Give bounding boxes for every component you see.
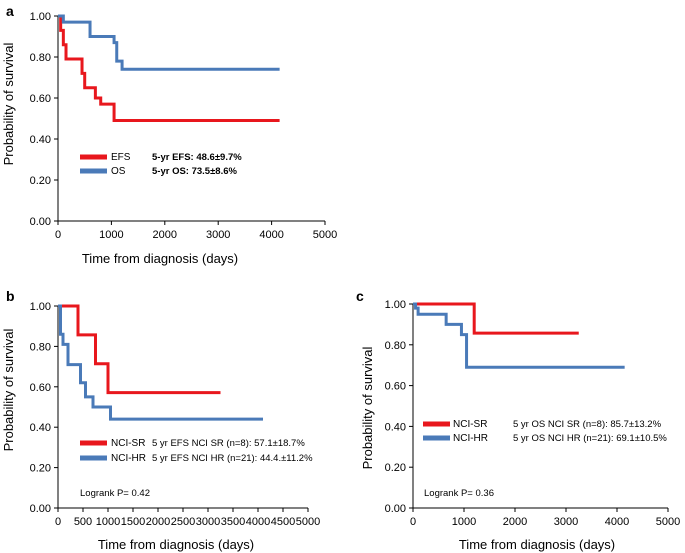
panel-b-ytick-label: 0.80	[30, 341, 51, 353]
panel-c-axes: 0.00 0.20 0.40 0.60 0.80 1.00 0 1000 2000 3000 400…	[385, 299, 681, 528]
panel-c-xtick-label: 0	[410, 516, 416, 528]
panel-b-xtick-label: 4500	[271, 516, 295, 528]
panel-a-axes: 0.00 0.20 0.40 0.60 0.80 1.00 0 1000 2000 3000 400…	[30, 11, 338, 241]
panel-b-xtick-label: 3000	[196, 516, 220, 528]
panel-c-series	[413, 302, 625, 369]
panel-b-ylabel: Probability of survival	[1, 328, 16, 451]
legend-efs-label: EFS	[111, 152, 131, 163]
panel-a: a Time from diagnosis (days) Probability…	[1, 3, 337, 266]
panel-b-xtick-label: 1500	[121, 516, 145, 528]
panel-a-ytick-label: 0.80	[30, 52, 51, 64]
legend-nci-sr-label: NCI-SR	[111, 438, 145, 449]
panel-a-xlabel: Time from diagnosis (days)	[82, 251, 238, 266]
panel-c-ytick-label: 0.00	[385, 503, 406, 515]
legend-c-nci-sr-stat: 5 yr OS NCI SR (n=8): 85.7±13.2%	[513, 419, 662, 430]
panel-c: c Time from diagnosis (days) Probability…	[356, 288, 680, 552]
panel-b-axes: 0.00 0.20 0.40 0.60 0.80 1.00 0 500 1000 1500 2000…	[30, 301, 321, 528]
panel-a-legend: EFS 5-yr EFS: 48.6±9.7% OS 5-yr OS: 73.5…	[80, 152, 242, 177]
panel-c-legend: NCI-SR 5 yr OS NCI SR (n=8): 85.7±13.2% …	[423, 419, 667, 499]
panel-b-series	[58, 304, 263, 421]
panel-b-letter: b	[6, 288, 15, 304]
panel-b-ytick-label: 0.60	[30, 382, 51, 394]
panel-b-xtick-label: 4000	[246, 516, 270, 528]
panel-c-xlabel: Time from diagnosis (days)	[459, 537, 615, 552]
panel-a-series-efs	[58, 14, 280, 123]
panel-a-series-os	[58, 14, 280, 71]
panel-a-series	[58, 14, 280, 123]
panel-b-xtick-label: 2000	[146, 516, 170, 528]
panel-c-xtick-label: 2000	[503, 516, 527, 528]
legend-os-label: OS	[111, 166, 126, 177]
panel-c-series-nci-hr	[413, 302, 625, 369]
legend-nci-hr-label: NCI-HR	[111, 453, 146, 464]
panel-a-ytick-label: 0.40	[30, 134, 51, 146]
panel-b-xtick-label: 2500	[171, 516, 195, 528]
panel-c-letter: c	[356, 288, 364, 304]
panel-c-ytick-label: 0.80	[385, 340, 406, 352]
panel-c-ylabel: Probability of survival	[360, 346, 375, 469]
panel-b-xtick-label: 5000	[296, 516, 320, 528]
panel-b-xtick-label: 1000	[96, 516, 120, 528]
panel-b: b Time from diagnosis (days) Probability…	[1, 288, 320, 552]
panel-a-xtick-label: 5000	[313, 229, 337, 241]
panel-b-ytick-label: 0.00	[30, 503, 51, 515]
panel-a-ytick-label: 0.60	[30, 93, 51, 105]
panel-a-xtick-label: 0	[55, 229, 61, 241]
panel-b-xtick-label: 500	[74, 516, 92, 528]
panel-c-series-nci-sr	[413, 302, 579, 335]
panel-c-xtick-label: 4000	[605, 516, 629, 528]
panel-c-ytick-label: 0.60	[385, 381, 406, 393]
panel-c-ytick-label: 1.00	[385, 299, 406, 311]
panel-c-logrank: Logrank P= 0.36	[424, 488, 494, 499]
legend-nci-hr-stat: 5 yr EFS NCI HR (n=21): 44.4.±11.2%	[152, 453, 313, 464]
panel-b-ytick-label: 1.00	[30, 301, 51, 313]
panel-b-series-nci-hr	[58, 304, 263, 421]
panel-a-ylabel: Probability of survival	[1, 42, 16, 165]
panel-b-xtick-label: 3500	[221, 516, 245, 528]
panel-c-xtick-label: 5000	[656, 516, 680, 528]
panel-a-xtick-label: 4000	[259, 229, 283, 241]
legend-efs-stat: 5-yr EFS: 48.6±9.7%	[152, 152, 242, 163]
panel-b-legend: NCI-SR 5 yr EFS NCI SR (n=8): 57.1±18.7%…	[80, 438, 313, 499]
panel-b-xtick-label: 0	[55, 516, 61, 528]
panel-c-ytick-label: 0.40	[385, 421, 406, 433]
panel-b-logrank: Logrank P= 0.42	[80, 488, 150, 499]
panel-b-xlabel: Time from diagnosis (days)	[98, 537, 254, 552]
panel-a-xtick-label: 1000	[99, 229, 123, 241]
panel-a-xtick-label: 2000	[153, 229, 177, 241]
panel-b-ytick-label: 0.20	[30, 463, 51, 475]
panel-b-series-nci-sr	[58, 304, 221, 395]
panel-a-xtick-label: 3000	[206, 229, 230, 241]
legend-c-nci-hr-label: NCI-HR	[453, 433, 488, 444]
panel-c-xtick-label: 1000	[452, 516, 476, 528]
legend-nci-sr-stat: 5 yr EFS NCI SR (n=8): 57.1±18.7%	[152, 438, 305, 449]
panel-a-ytick-label: 1.00	[30, 11, 51, 23]
panel-a-letter: a	[6, 3, 14, 19]
panel-c-ytick-label: 0.20	[385, 462, 406, 474]
panel-c-xtick-label: 3000	[554, 516, 578, 528]
panel-b-ytick-label: 0.40	[30, 422, 51, 434]
panel-a-ytick-label: 0.00	[30, 216, 51, 228]
panel-a-ytick-label: 0.20	[30, 175, 51, 187]
legend-os-stat: 5-yr OS: 73.5±8.6%	[152, 166, 238, 177]
legend-c-nci-hr-stat: 5 yr OS NCI HR (n=21): 69.1±10.5%	[513, 433, 667, 444]
legend-c-nci-sr-label: NCI-SR	[453, 419, 487, 430]
